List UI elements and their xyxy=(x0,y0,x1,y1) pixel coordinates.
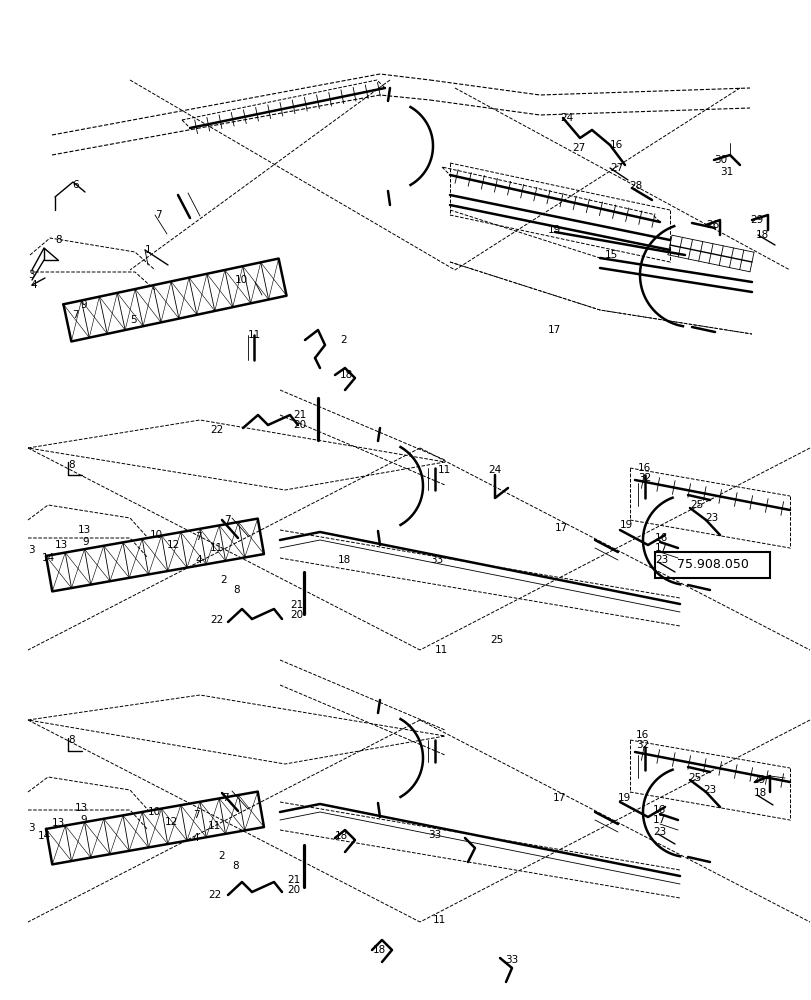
Text: 7: 7 xyxy=(195,532,201,542)
Text: 19: 19 xyxy=(547,225,560,235)
Text: 24: 24 xyxy=(487,465,500,475)
Text: 29: 29 xyxy=(751,775,764,785)
Text: 15: 15 xyxy=(604,250,617,260)
Text: 9: 9 xyxy=(80,300,87,310)
Text: 8: 8 xyxy=(232,861,238,871)
Text: 8: 8 xyxy=(68,460,75,470)
Text: 18: 18 xyxy=(755,230,768,240)
Text: 32: 32 xyxy=(637,473,650,483)
Text: 4: 4 xyxy=(30,280,36,290)
Text: 22: 22 xyxy=(208,890,221,900)
Text: 4: 4 xyxy=(195,555,201,565)
Text: 25: 25 xyxy=(689,500,702,510)
Text: 8: 8 xyxy=(233,585,239,595)
Text: 25: 25 xyxy=(489,635,503,645)
Text: 20: 20 xyxy=(290,610,303,620)
Text: 4: 4 xyxy=(191,833,199,843)
Text: 14: 14 xyxy=(38,831,51,841)
Text: 11: 11 xyxy=(247,330,261,340)
Text: 13: 13 xyxy=(55,540,68,550)
Text: 20: 20 xyxy=(286,885,300,895)
Text: 2: 2 xyxy=(220,575,226,585)
Text: 26: 26 xyxy=(705,220,719,230)
Text: 3: 3 xyxy=(28,270,35,280)
Text: 11: 11 xyxy=(432,915,446,925)
Text: 21: 21 xyxy=(293,410,306,420)
Text: 2: 2 xyxy=(217,851,225,861)
Text: 9: 9 xyxy=(82,537,88,547)
Text: 10: 10 xyxy=(234,275,248,285)
Text: 5: 5 xyxy=(130,315,136,325)
Text: 23: 23 xyxy=(654,555,667,565)
Text: 30: 30 xyxy=(713,155,726,165)
Text: 16: 16 xyxy=(652,805,666,815)
Text: 17: 17 xyxy=(652,815,666,825)
Text: 13: 13 xyxy=(52,818,65,828)
Text: 10: 10 xyxy=(148,807,161,817)
Text: 14: 14 xyxy=(42,553,55,563)
Text: 11: 11 xyxy=(210,543,223,553)
Text: 11: 11 xyxy=(435,645,448,655)
Text: 17: 17 xyxy=(547,325,560,335)
Text: 16: 16 xyxy=(637,463,650,473)
Text: 32: 32 xyxy=(635,740,649,750)
Text: 27: 27 xyxy=(609,163,623,173)
Text: 7: 7 xyxy=(72,310,79,320)
Text: 13: 13 xyxy=(75,803,88,813)
Text: 3: 3 xyxy=(28,545,35,555)
Text: 21: 21 xyxy=(286,875,300,885)
Text: 17: 17 xyxy=(554,523,568,533)
Text: 19: 19 xyxy=(617,793,630,803)
Text: 22: 22 xyxy=(210,425,223,435)
Text: 75.908.050: 75.908.050 xyxy=(676,558,748,572)
Text: 10: 10 xyxy=(150,530,163,540)
Text: 7: 7 xyxy=(193,810,200,820)
Text: 23: 23 xyxy=(704,513,718,523)
Text: 7: 7 xyxy=(221,793,229,803)
Text: 11: 11 xyxy=(437,465,451,475)
Text: 33: 33 xyxy=(427,830,440,840)
Text: 21: 21 xyxy=(290,600,303,610)
Text: 18: 18 xyxy=(340,370,353,380)
Text: 1: 1 xyxy=(145,245,152,255)
Text: 22: 22 xyxy=(210,615,223,625)
Text: 12: 12 xyxy=(167,540,180,550)
Text: 17: 17 xyxy=(552,793,565,803)
Text: 20: 20 xyxy=(293,420,306,430)
Text: 25: 25 xyxy=(687,773,701,783)
Text: 19: 19 xyxy=(620,520,633,530)
Text: 6: 6 xyxy=(72,180,79,190)
Text: 16: 16 xyxy=(654,533,667,543)
Text: 12: 12 xyxy=(165,817,178,827)
Text: 11: 11 xyxy=(208,821,221,831)
Text: 17: 17 xyxy=(654,543,667,553)
Text: 18: 18 xyxy=(753,788,766,798)
Text: 16: 16 xyxy=(609,140,623,150)
Text: 33: 33 xyxy=(504,955,517,965)
Text: 18: 18 xyxy=(337,555,351,565)
Text: 2: 2 xyxy=(340,335,346,345)
Text: 7: 7 xyxy=(224,515,230,525)
Text: 3: 3 xyxy=(28,823,35,833)
Text: 29: 29 xyxy=(749,215,762,225)
Text: 18: 18 xyxy=(372,945,386,955)
Text: 9: 9 xyxy=(80,815,87,825)
Text: 16: 16 xyxy=(635,730,649,740)
Text: 33: 33 xyxy=(430,555,443,565)
Text: 23: 23 xyxy=(652,827,666,837)
Text: 27: 27 xyxy=(571,143,585,153)
Text: 18: 18 xyxy=(335,831,348,841)
Text: 28: 28 xyxy=(629,181,642,191)
Text: 8: 8 xyxy=(55,235,62,245)
Text: 31: 31 xyxy=(719,167,732,177)
Text: 13: 13 xyxy=(78,525,91,535)
Text: 7: 7 xyxy=(155,210,161,220)
Text: 8: 8 xyxy=(68,735,75,745)
Text: 23: 23 xyxy=(702,785,715,795)
FancyBboxPatch shape xyxy=(654,552,769,578)
Text: 24: 24 xyxy=(560,113,573,123)
